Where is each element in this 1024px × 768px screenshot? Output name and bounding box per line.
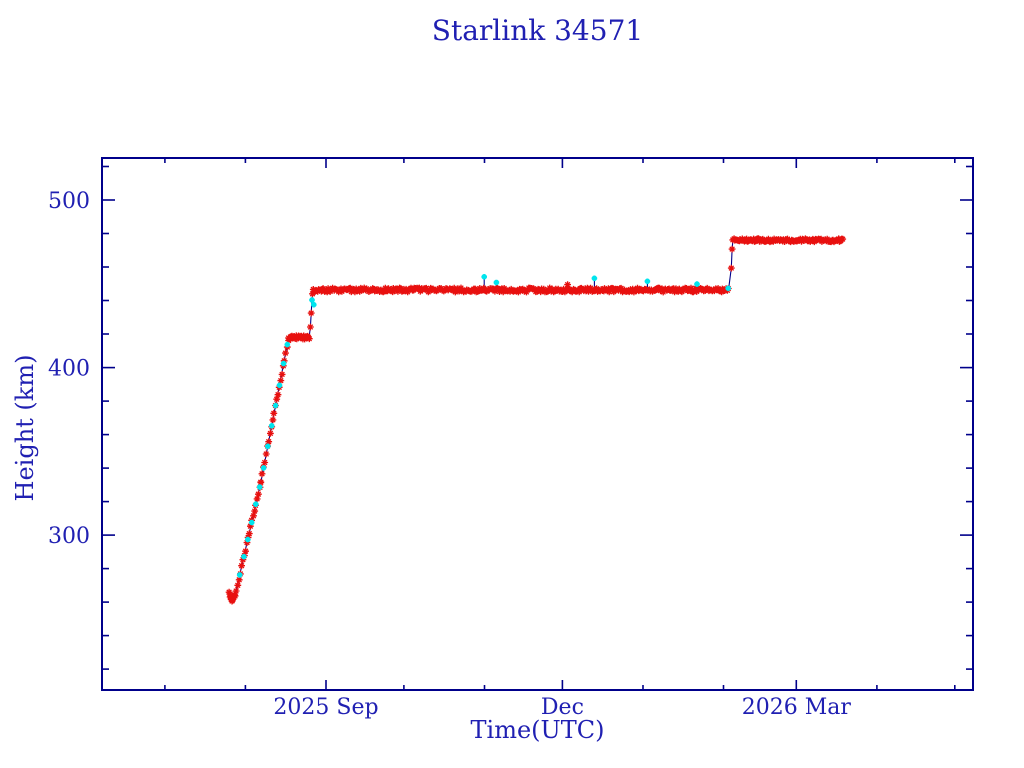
- chart-title: Starlink 34571: [431, 14, 644, 47]
- tick-labels: 2025 Sep Dec 2026 Mar 300 400 500: [48, 189, 851, 720]
- y-tick-label: 400: [48, 357, 90, 382]
- plot-frame: [101, 157, 974, 691]
- x-axis-title: Time(UTC): [470, 716, 605, 744]
- red-asterisk-markers: [225, 235, 847, 605]
- y-tick-label: 300: [48, 524, 90, 549]
- x-tick-label: 2025 Sep: [273, 695, 378, 720]
- x-tick-label: Dec: [541, 695, 584, 720]
- y-tick-label: 500: [48, 189, 90, 214]
- axis-ticks: [102, 158, 973, 690]
- cyan-asterisk-markers: [236, 274, 731, 578]
- x-tick-label: 2026 Mar: [742, 695, 852, 720]
